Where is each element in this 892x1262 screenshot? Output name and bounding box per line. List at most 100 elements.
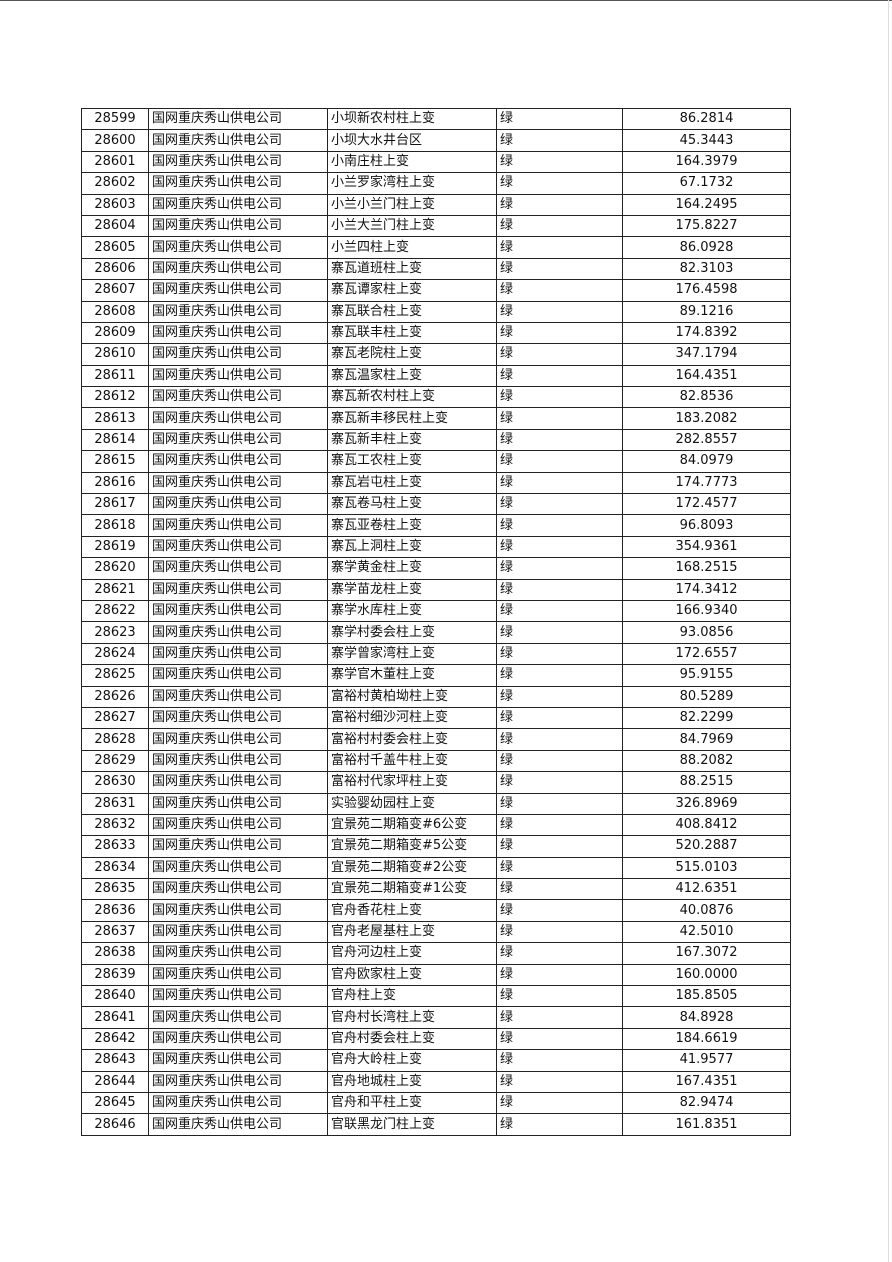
row-id-cell: 28608 [81,300,149,323]
transformer-name-cell: 寨瓦亚卷柱上变 [327,514,497,537]
status-cell: 绿 [496,193,623,216]
table-row: 28609 国网重庆秀山供电公司 寨瓦联丰柱上变绿 174.8392 [81,321,791,345]
value-cell: 282.8557 [622,428,791,452]
status-cell: 绿 [496,1091,623,1115]
value-cell: 42.5010 [622,920,791,944]
transformer-name-cell: 寨瓦工农柱上变 [327,450,497,473]
transformer-name-cell: 寨瓦老院柱上变 [327,343,497,366]
value-cell: 82.2299 [622,706,791,730]
row-id-cell: 28616 [81,471,149,495]
transformer-name-cell: 小坝大水井台区 [327,129,497,152]
company-cell: 国网重庆秀山供电公司 [148,835,328,858]
value-cell: 88.2515 [622,771,791,794]
company-cell: 国网重庆秀山供电公司 [148,129,328,152]
row-id-cell: 28617 [81,493,149,516]
table-row: 28606 国网重庆秀山供电公司 寨瓦道班柱上变绿 82.3103 [81,257,791,281]
value-cell: 164.2495 [622,193,791,216]
status-cell: 绿 [496,471,623,495]
transformer-name-cell: 寨瓦卷马柱上变 [327,493,497,516]
transformer-name-cell: 寨瓦道班柱上变 [327,257,497,281]
table-row: 28630 国网重庆秀山供电公司 富裕村代家坪柱上变绿 88.2515 [81,771,791,794]
transformer-name-cell: 寨瓦联丰柱上变 [327,321,497,345]
value-cell: 174.8392 [622,321,791,345]
company-cell: 国网重庆秀山供电公司 [148,236,328,259]
row-id-cell: 28604 [81,214,149,238]
table-row: 28623 国网重庆秀山供电公司 寨学村委会柱上变绿 93.0856 [81,621,791,644]
company-cell: 国网重庆秀山供电公司 [148,257,328,281]
table-row: 28615 国网重庆秀山供电公司 寨瓦工农柱上变绿 84.0979 [81,450,791,473]
transformer-name-cell: 宜景苑二期箱变#5公变 [327,835,497,858]
company-cell: 国网重庆秀山供电公司 [148,706,328,730]
page-top-border [0,0,892,1]
table-row: 28620 国网重庆秀山供电公司 寨学黄金柱上变绿 168.2515 [81,557,791,580]
table-row: 28602 国网重庆秀山供电公司 小兰罗家湾柱上变绿 67.1732 [81,172,791,195]
row-id-cell: 28635 [81,878,149,901]
transformer-name-cell: 小坝新农村柱上变 [327,107,497,131]
company-cell: 国网重庆秀山供电公司 [148,193,328,216]
transformer-name-cell: 官舟河边柱上变 [327,942,497,965]
company-cell: 国网重庆秀山供电公司 [148,578,328,601]
value-cell: 41.9577 [622,1049,791,1072]
row-id-cell: 28618 [81,514,149,537]
status-cell: 绿 [496,450,623,473]
value-cell: 174.7773 [622,471,791,495]
company-cell: 国网重庆秀山供电公司 [148,471,328,495]
transformer-name-cell: 小兰小兰门柱上变 [327,193,497,216]
row-id-cell: 28613 [81,407,149,430]
row-id-cell: 28632 [81,813,149,837]
transformer-name-cell: 官联黑龙门柱上变 [327,1113,497,1136]
status-cell: 绿 [496,428,623,452]
value-cell: 515.0103 [622,856,791,880]
value-cell: 167.3072 [622,942,791,965]
transformer-name-cell: 富裕村细沙河柱上变 [327,706,497,730]
status-cell: 绿 [496,942,623,965]
row-id-cell: 28643 [81,1049,149,1072]
transformer-name-cell: 寨学村委会柱上变 [327,621,497,644]
status-cell: 绿 [496,364,623,388]
table-row: 28600 国网重庆秀山供电公司 小坝大水井台区绿 45.3443 [81,129,791,152]
company-cell: 国网重庆秀山供电公司 [148,1070,328,1093]
value-cell: 80.5289 [622,685,791,708]
transformer-name-cell: 官舟大岭柱上变 [327,1049,497,1072]
transformer-name-cell: 寨瓦联合柱上变 [327,300,497,323]
table-row: 28624 国网重庆秀山供电公司 寨学曾家湾柱上变绿 172.6557 [81,642,791,666]
transformer-name-cell: 小兰四柱上变 [327,236,497,259]
table-row: 28633 国网重庆秀山供电公司 宜景苑二期箱变#5公变绿 520.2887 [81,835,791,858]
transformer-name-cell: 富裕村村委会柱上变 [327,728,497,751]
value-cell: 172.6557 [622,642,791,666]
company-cell: 国网重庆秀山供电公司 [148,428,328,452]
row-id-cell: 28605 [81,236,149,259]
transformer-name-cell: 官舟香花柱上变 [327,899,497,922]
value-cell: 164.4351 [622,364,791,388]
table-row: 28629 国网重庆秀山供电公司 富裕村千盖牛柱上变绿 88.2082 [81,749,791,773]
value-cell: 347.1794 [622,343,791,366]
status-cell: 绿 [496,985,623,1008]
table-row: 28627 国网重庆秀山供电公司 富裕村细沙河柱上变绿 82.2299 [81,706,791,730]
company-cell: 国网重庆秀山供电公司 [148,685,328,708]
value-cell: 174.3412 [622,578,791,601]
row-id-cell: 28606 [81,257,149,281]
value-cell: 354.9361 [622,535,791,559]
status-cell: 绿 [496,279,623,302]
transformer-name-cell: 实验婴幼园柱上变 [327,792,497,815]
table-row: 28635 国网重庆秀山供电公司 宜景苑二期箱变#1公变绿 412.6351 [81,878,791,901]
row-id-cell: 28615 [81,450,149,473]
row-id-cell: 28614 [81,428,149,452]
row-id-cell: 28642 [81,1027,149,1051]
status-cell: 绿 [496,129,623,152]
company-cell: 国网重庆秀山供电公司 [148,1091,328,1115]
status-cell: 绿 [496,557,623,580]
row-id-cell: 28599 [81,107,149,131]
value-cell: 45.3443 [622,129,791,152]
status-cell: 绿 [496,771,623,794]
transformer-name-cell: 官舟村委会柱上变 [327,1027,497,1051]
table-row: 28610 国网重庆秀山供电公司 寨瓦老院柱上变绿 347.1794 [81,343,791,366]
row-id-cell: 28633 [81,835,149,858]
company-cell: 国网重庆秀山供电公司 [148,450,328,473]
status-cell: 绿 [496,1113,623,1136]
table-row: 28619 国网重庆秀山供电公司 寨瓦上洞柱上变绿 354.9361 [81,535,791,559]
row-id-cell: 28637 [81,920,149,944]
company-cell: 国网重庆秀山供电公司 [148,621,328,644]
table-row: 28607 国网重庆秀山供电公司 寨瓦谭家柱上变绿 176.4598 [81,279,791,302]
status-cell: 绿 [496,343,623,366]
